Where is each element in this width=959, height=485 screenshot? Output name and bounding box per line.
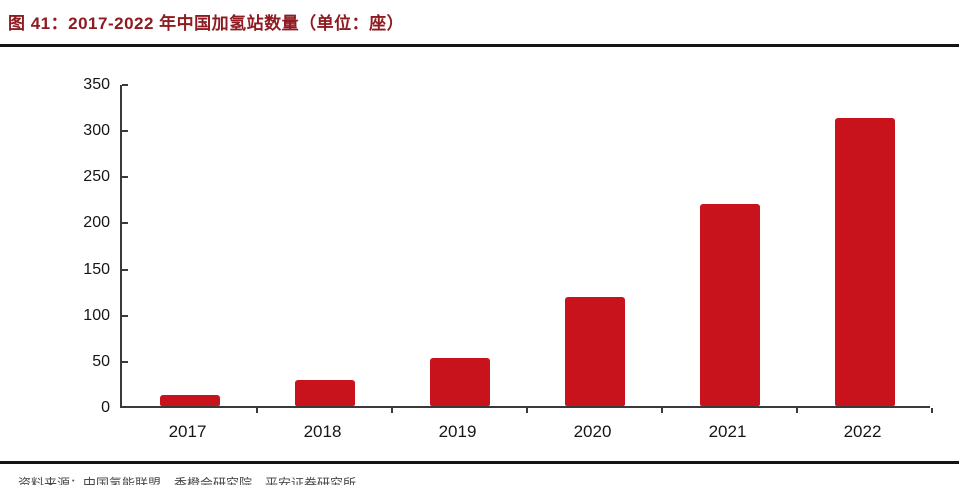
- bar-2017: [159, 394, 220, 406]
- y-axis-tick-label: 350: [83, 76, 110, 93]
- x-axis-category-label: 2021: [708, 422, 747, 441]
- y-axis-tick: [122, 130, 128, 133]
- x-axis-tick: [391, 408, 393, 413]
- bar-chart: 0 50 100 150 200 250 300 350 2017 2018 2019 2020 20…: [0, 60, 959, 450]
- y-axis-tick-label: 250: [83, 168, 110, 186]
- y-axis-tick: [122, 360, 128, 363]
- y-axis-tick: [122, 176, 128, 179]
- y-axis-tick: [122, 84, 128, 86]
- bar-2019: [429, 358, 490, 406]
- bar-2020: [564, 297, 625, 406]
- y-axis-tick-label: 100: [83, 306, 110, 324]
- y-axis-tick-label: 0: [101, 399, 110, 416]
- source-line: 资料来源：中国氢能联盟，香橙会研究院，平安证券研究所: [18, 476, 357, 485]
- y-axis-tick: [122, 314, 128, 317]
- bar-2018: [294, 380, 355, 406]
- y-axis-tick: [122, 268, 128, 271]
- y-axis-tick-label: 300: [83, 122, 110, 140]
- bar-2022: [834, 118, 895, 406]
- footer-separator-line: [0, 461, 959, 464]
- x-axis-category-label: 2018: [303, 422, 342, 441]
- x-axis-tick: [661, 408, 663, 413]
- y-axis-tick-label: 200: [83, 214, 110, 232]
- x-axis-category-label: 2017: [168, 422, 207, 441]
- plot-area: [120, 84, 933, 413]
- y-axis-tick-label: 50: [92, 352, 110, 370]
- x-axis-tick: [256, 408, 258, 413]
- x-axis-tick: [796, 408, 798, 413]
- y-axis-tick-label: 150: [83, 260, 110, 278]
- x-axis-category-label: 2019: [438, 422, 477, 441]
- x-axis-category-label: 2020: [573, 422, 612, 441]
- title-separator-line: [0, 44, 959, 47]
- figure-title: 图 41：2017-2022 年中国加氢站数量（单位：座）: [8, 14, 405, 33]
- x-axis-tick: [526, 408, 528, 413]
- x-axis-category-label: 2022: [843, 422, 882, 441]
- y-axis-tick: [122, 222, 128, 225]
- x-axis-tick: [931, 408, 933, 413]
- bar-2021: [699, 203, 760, 406]
